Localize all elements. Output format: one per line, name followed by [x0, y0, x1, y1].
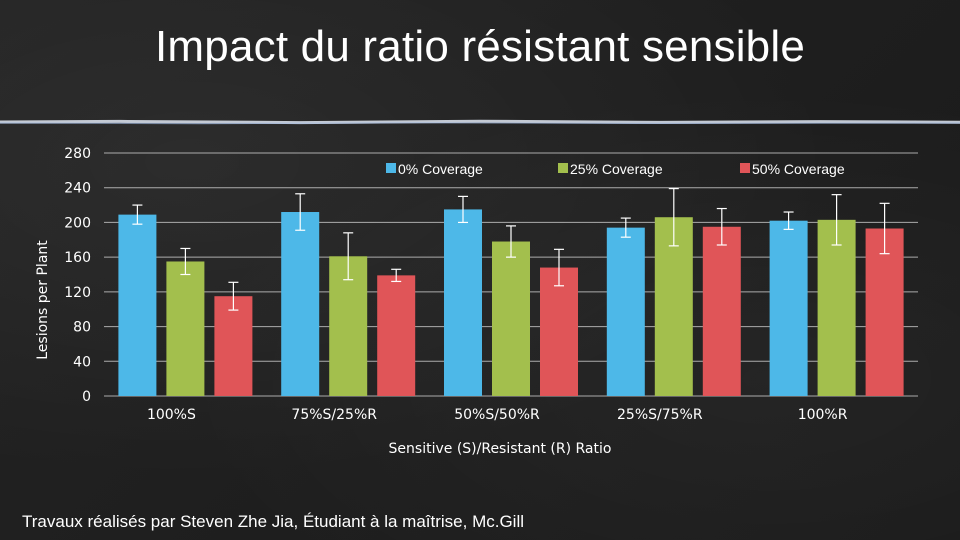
y-tick-label: 280 — [64, 146, 91, 162]
y-tick-label: 240 — [64, 181, 91, 197]
error-bars — [132, 187, 890, 311]
y-tick-label: 0 — [82, 389, 91, 405]
bar — [817, 219, 856, 396]
y-axis-ticks: 0 40 80 120 160 200 240 280 — [64, 146, 91, 405]
x-tick-label: 50%S/50%R — [454, 407, 540, 423]
bars — [118, 209, 904, 396]
bar — [118, 214, 157, 396]
y-tick-label: 200 — [64, 215, 91, 231]
bar — [166, 261, 205, 396]
bar — [377, 275, 416, 396]
bar — [540, 267, 578, 396]
bar — [444, 209, 482, 396]
bar — [281, 212, 320, 396]
bar — [702, 226, 741, 396]
bar — [769, 220, 808, 396]
x-axis-ticks: 100%S 75%S/25%R 50%S/50%R 25%S/75%R 100%R — [147, 407, 848, 423]
y-tick-label: 40 — [73, 354, 91, 370]
x-tick-label: 25%S/75%R — [617, 407, 703, 423]
slide-title: Impact du ratio résistant sensible — [155, 22, 805, 71]
y-tick-label: 120 — [64, 285, 91, 301]
legend: 0% Coverage 25% Coverage 50% Coverage — [386, 161, 845, 177]
y-axis-label: Lesions per Plant — [35, 240, 51, 360]
x-tick-label: 100%R — [798, 407, 848, 423]
x-tick-label: 75%S/25%R — [291, 407, 377, 423]
legend-label: 0% Coverage — [398, 161, 483, 177]
bar — [606, 227, 645, 396]
title-divider — [0, 119, 960, 125]
legend-label: 25% Coverage — [570, 161, 663, 177]
bar — [865, 228, 904, 396]
bar — [654, 217, 693, 396]
y-tick-label: 80 — [73, 320, 91, 336]
bar — [492, 241, 530, 396]
legend-swatch — [558, 163, 568, 173]
legend-swatch — [740, 163, 750, 173]
footer-credit: Travaux réalisés par Steven Zhe Jia, Étu… — [22, 512, 525, 531]
bar — [214, 296, 253, 396]
x-tick-label: 100%S — [147, 407, 196, 423]
y-tick-label: 160 — [64, 250, 91, 266]
x-axis-label: Sensitive (S)/Resistant (R) Ratio — [389, 441, 612, 457]
legend-label: 50% Coverage — [752, 161, 845, 177]
legend-swatch — [386, 163, 396, 173]
